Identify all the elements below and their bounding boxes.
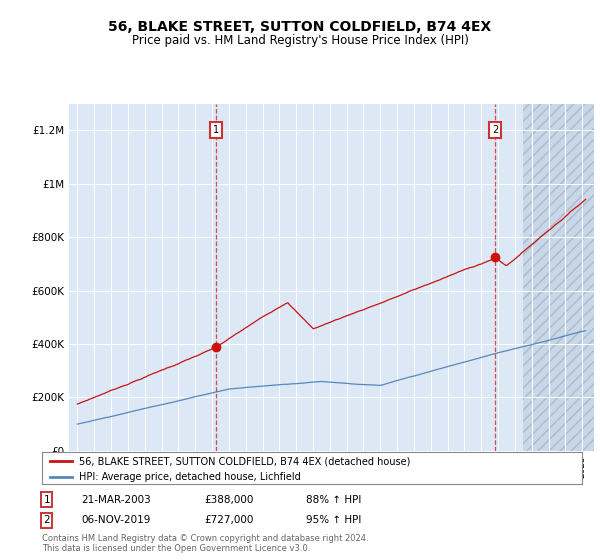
Text: HPI: Average price, detached house, Lichfield: HPI: Average price, detached house, Lich…: [79, 472, 301, 482]
Text: 06-NOV-2019: 06-NOV-2019: [81, 515, 151, 525]
Text: Price paid vs. HM Land Registry's House Price Index (HPI): Price paid vs. HM Land Registry's House …: [131, 34, 469, 46]
Text: This data is licensed under the Open Government Licence v3.0.: This data is licensed under the Open Gov…: [42, 544, 310, 553]
Text: Contains HM Land Registry data © Crown copyright and database right 2024.: Contains HM Land Registry data © Crown c…: [42, 534, 368, 543]
Text: 88% ↑ HPI: 88% ↑ HPI: [306, 494, 361, 505]
Text: 95% ↑ HPI: 95% ↑ HPI: [306, 515, 361, 525]
Text: 56, BLAKE STREET, SUTTON COLDFIELD, B74 4EX: 56, BLAKE STREET, SUTTON COLDFIELD, B74 …: [109, 20, 491, 34]
Text: 1: 1: [43, 494, 50, 505]
Text: 2: 2: [492, 125, 499, 136]
Text: 2: 2: [43, 515, 50, 525]
Text: £388,000: £388,000: [204, 494, 253, 505]
Text: 56, BLAKE STREET, SUTTON COLDFIELD, B74 4EX (detached house): 56, BLAKE STREET, SUTTON COLDFIELD, B74 …: [79, 456, 410, 466]
Text: 1: 1: [212, 125, 219, 136]
Text: £727,000: £727,000: [204, 515, 253, 525]
Text: 21-MAR-2003: 21-MAR-2003: [81, 494, 151, 505]
Bar: [523, 104, 594, 451]
